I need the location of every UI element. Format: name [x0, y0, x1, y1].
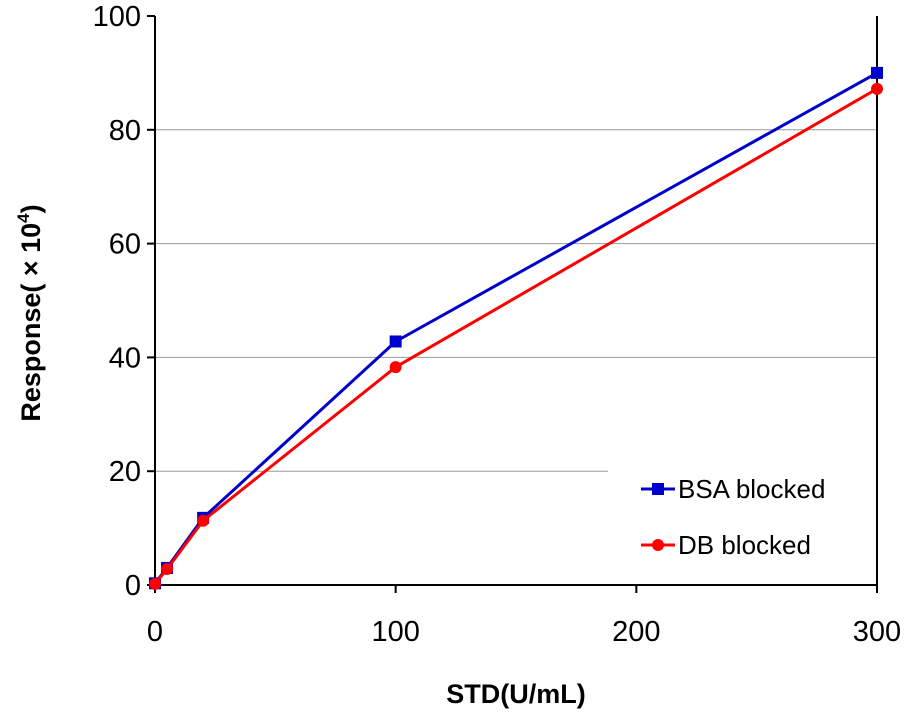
data-point-circle	[149, 577, 161, 590]
legend-marker-square	[652, 483, 664, 495]
data-point-square	[389, 335, 402, 348]
series-2	[149, 82, 883, 590]
x-tick-label: 100	[371, 616, 419, 648]
y-axis-title-close: )	[16, 204, 46, 213]
data-point-circle	[389, 361, 402, 374]
legend-label: DB blocked	[678, 530, 811, 560]
data-point-circle	[871, 82, 883, 95]
x-tick-label: 300	[853, 616, 901, 648]
y-tick-label: 100	[93, 1, 141, 33]
series-layer	[149, 66, 883, 590]
y-axis-title-text: Response( × 10	[16, 223, 46, 422]
axes	[147, 15, 878, 593]
tick-labels: 0 20 40 60 80 100 0 100 200 300	[93, 1, 902, 648]
data-point-circle	[197, 514, 210, 527]
x-tick-label: 0	[147, 616, 163, 648]
legend-item-2: DB blocked	[641, 530, 811, 560]
y-tick-label: 0	[125, 570, 141, 602]
legend-marker-circle	[652, 539, 664, 551]
y-axis-title-exponent: 4	[14, 213, 33, 223]
y-tick-label: 20	[109, 456, 141, 488]
legend: BSA blocked DB blocked	[608, 463, 876, 581]
gridlines	[155, 129, 877, 472]
y-tick-label: 40	[109, 342, 141, 374]
y-axis-title: Response( × 104)	[14, 204, 46, 421]
y-tick-label: 60	[109, 229, 141, 261]
y-tick-label: 80	[109, 115, 141, 147]
x-axis-title: STD(U/mL)	[446, 679, 585, 709]
data-point-circle	[161, 563, 174, 576]
legend-item-1: BSA blocked	[641, 474, 825, 504]
data-point-square	[871, 66, 883, 79]
legend-background	[608, 463, 876, 581]
x-tick-label: 200	[612, 616, 660, 648]
legend-label: BSA blocked	[678, 474, 825, 504]
